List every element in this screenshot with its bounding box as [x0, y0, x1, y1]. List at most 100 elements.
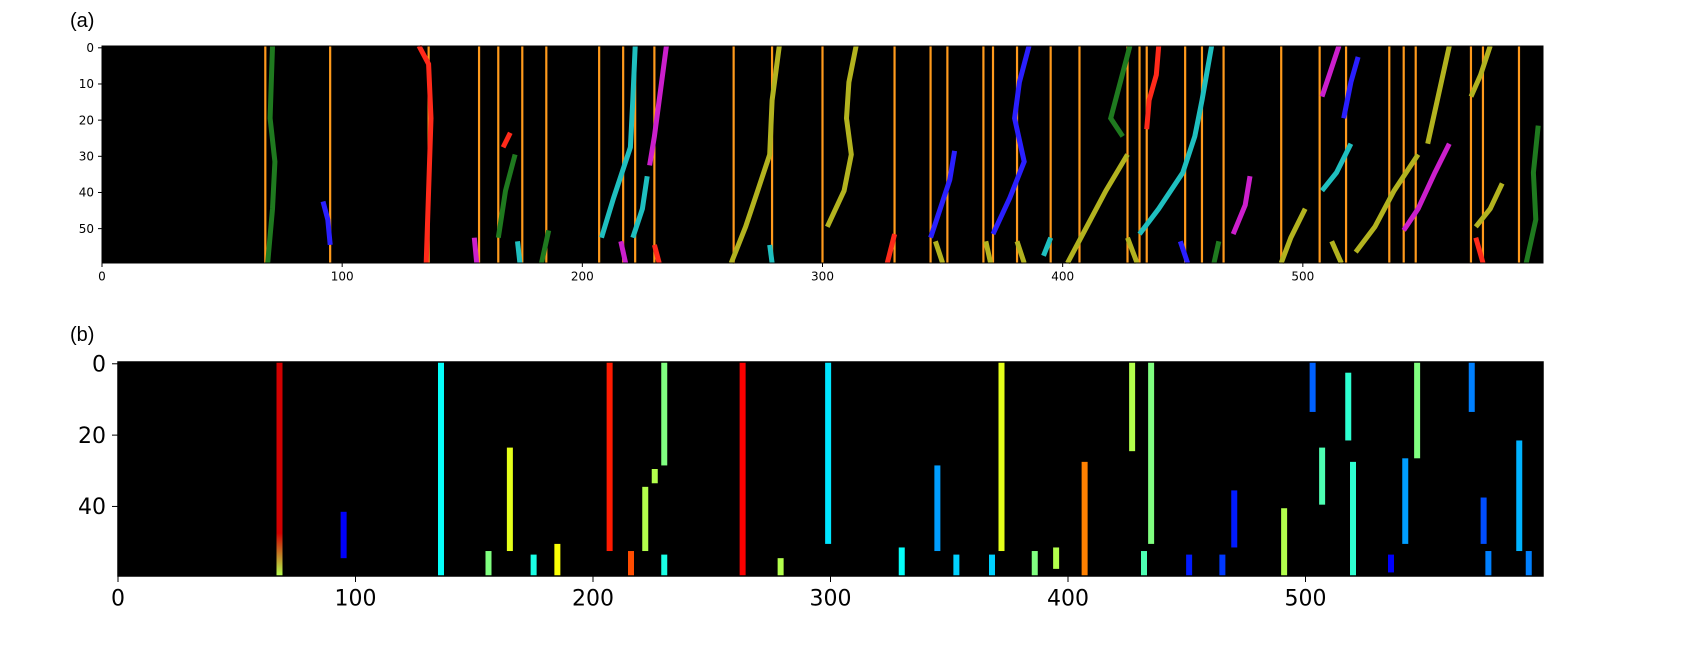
track-path	[990, 45, 1032, 236]
y-tick-label: 40	[78, 495, 106, 520]
intensity-segment	[777, 558, 784, 576]
x-tick-label: 0	[111, 587, 125, 612]
x-tick-label: 500	[1285, 587, 1327, 612]
track-path	[825, 45, 859, 228]
y-tick-label: 50	[79, 222, 94, 236]
track-path	[630, 175, 650, 239]
track-path	[767, 244, 775, 264]
track-path	[647, 45, 669, 166]
intensity-segment	[530, 554, 537, 576]
track-path	[320, 200, 333, 246]
intensity-segment	[898, 547, 905, 576]
intensity-segment	[1319, 447, 1326, 505]
track-path	[1353, 153, 1421, 254]
intensity-segment	[1031, 551, 1038, 576]
track-path	[1468, 45, 1493, 98]
track-path	[1137, 45, 1215, 236]
intensity-segment	[661, 554, 668, 576]
intensity-segment	[1350, 461, 1356, 576]
x-tick-label: 100	[331, 270, 354, 284]
track-path	[1278, 207, 1308, 264]
intensity-segment	[1081, 461, 1088, 576]
track-path	[1065, 153, 1130, 265]
intensity-segment	[1402, 458, 1409, 544]
track-path	[1014, 240, 1027, 264]
x-tick-label: 200	[571, 270, 594, 284]
track-path	[1230, 175, 1253, 236]
track-path	[500, 131, 513, 149]
intensity-segment	[1480, 497, 1487, 544]
panel-b-label: (b)	[70, 324, 95, 346]
intensity-segment	[1345, 372, 1352, 441]
intensity-segment	[1388, 554, 1394, 573]
y-tick-label: 0	[86, 41, 94, 55]
y-tick-label: 40	[79, 186, 94, 200]
track-path	[416, 44, 434, 264]
intensity-segment	[1485, 551, 1492, 576]
intensity-segment	[1309, 362, 1316, 412]
intensity-segment	[1186, 554, 1193, 576]
track-path	[1473, 182, 1505, 229]
x-tick-label: 500	[1291, 270, 1314, 284]
intensity-segment	[276, 362, 283, 576]
intensity-segment	[661, 362, 668, 466]
track-path	[1144, 45, 1162, 130]
intensity-segment	[642, 486, 649, 552]
intensity-segment	[1468, 362, 1475, 412]
y-tick-label: 20	[79, 113, 94, 127]
y-tick-label: 10	[79, 77, 94, 91]
track-path	[1523, 125, 1541, 264]
intensity-segment	[485, 551, 492, 576]
track-path	[983, 240, 994, 264]
x-tick-label: 100	[335, 587, 377, 612]
track-path	[1319, 45, 1342, 98]
track-path	[618, 240, 629, 264]
intensity-segment	[1219, 554, 1226, 576]
track-path	[539, 229, 552, 264]
track-path	[1211, 240, 1222, 264]
track-path	[928, 150, 958, 239]
intensity-segment	[1516, 440, 1523, 552]
x-tick-label: 300	[810, 587, 852, 612]
panel-a-label: (a)	[70, 10, 95, 32]
track-path	[1425, 45, 1452, 145]
intensity-segment	[1231, 490, 1238, 548]
x-tick-label: 0	[98, 270, 106, 284]
intensity-segment	[998, 362, 1005, 552]
track-path	[651, 244, 662, 264]
track-path	[495, 153, 518, 239]
track-path	[515, 241, 523, 264]
track-path	[1041, 236, 1054, 257]
intensity-segment	[825, 362, 832, 544]
track-path	[1341, 56, 1361, 119]
track-path	[884, 233, 898, 264]
track-path	[1177, 240, 1190, 264]
intensity-segment	[953, 554, 960, 576]
track-path	[1329, 240, 1344, 265]
track-path	[599, 45, 638, 239]
track-path	[1473, 237, 1486, 264]
intensity-segment	[606, 362, 613, 552]
x-tick-label: 300	[811, 270, 834, 284]
intensity-segment	[651, 469, 658, 484]
intensity-segment	[989, 554, 995, 576]
track-path	[728, 45, 782, 264]
panel-b-plot: 0 100 200 300 400 500 0 20 40	[78, 352, 1544, 612]
intensity-segment	[506, 447, 513, 552]
track-path	[1107, 45, 1133, 138]
y-tick-label: 20	[78, 424, 106, 449]
x-tick-label: 200	[572, 587, 614, 612]
intensity-segment	[438, 362, 444, 576]
intensity-segment	[1148, 362, 1155, 544]
x-tick-label: 400	[1047, 587, 1089, 612]
intensity-segment	[1141, 551, 1147, 576]
intensity-segment	[554, 543, 561, 576]
intensity-segment	[1129, 362, 1136, 452]
track-path	[1125, 236, 1140, 264]
track-path	[1320, 142, 1354, 193]
track-path	[471, 237, 480, 264]
intensity-segment	[739, 362, 746, 576]
track-path	[265, 45, 278, 264]
intensity-segment	[1281, 508, 1288, 576]
